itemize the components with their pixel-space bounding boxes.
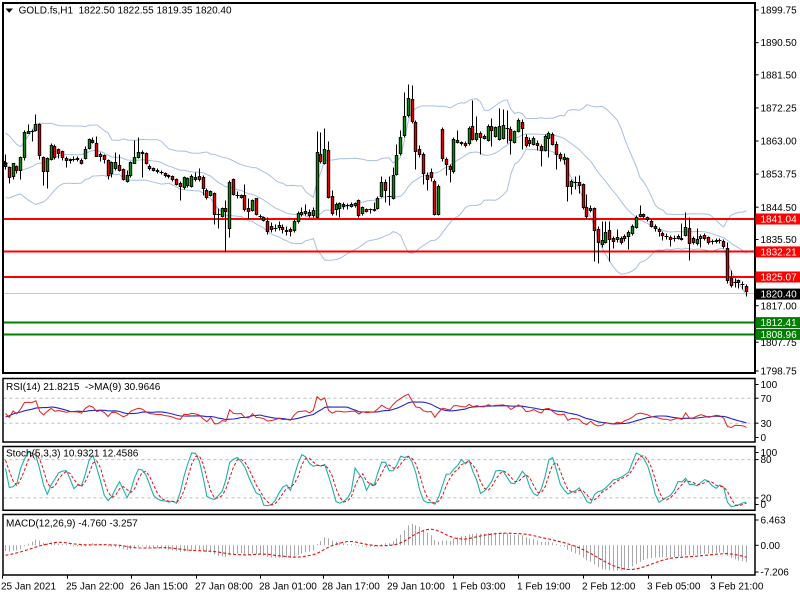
- svg-text:1881.50: 1881.50: [761, 70, 798, 81]
- svg-text:Stoch(5,3,3) 10.9321 12.4586: Stoch(5,3,3) 10.9321 12.4586: [6, 449, 139, 460]
- svg-text:-7.206: -7.206: [761, 568, 790, 579]
- svg-text:1798.75: 1798.75: [761, 367, 798, 378]
- svg-text:1825.07: 1825.07: [761, 273, 798, 284]
- svg-text:RSI(14) 21.8215 ->MA(9) 30.96: RSI(14) 21.8215 ->MA(9) 30.9646: [6, 382, 161, 393]
- svg-text:27 Jan 08:00: 27 Jan 08:00: [195, 582, 253, 593]
- svg-text:0.00: 0.00: [761, 541, 781, 552]
- svg-text:3 Feb 05:00: 3 Feb 05:00: [647, 582, 701, 593]
- svg-text:1890.50: 1890.50: [761, 38, 798, 49]
- svg-text:25 Jan 22:00: 25 Jan 22:00: [66, 582, 124, 593]
- svg-text:80: 80: [761, 455, 773, 466]
- svg-text:1863.00: 1863.00: [761, 137, 798, 148]
- svg-text:1853.75: 1853.75: [761, 170, 798, 181]
- svg-text:29 Jan 10:00: 29 Jan 10:00: [387, 582, 445, 593]
- svg-text:100: 100: [761, 448, 778, 459]
- svg-text:3 Feb 21:00: 3 Feb 21:00: [710, 582, 764, 593]
- svg-text:70: 70: [761, 394, 773, 405]
- svg-text:6.463: 6.463: [761, 516, 786, 527]
- svg-text:25 Jan 2021: 25 Jan 2021: [1, 582, 56, 593]
- svg-text:100: 100: [761, 380, 778, 391]
- svg-text:1808.96: 1808.96: [761, 330, 798, 341]
- svg-text:20: 20: [761, 494, 773, 505]
- svg-text:0: 0: [761, 500, 767, 511]
- svg-text:1807.75: 1807.75: [761, 338, 798, 349]
- svg-text:1832.21: 1832.21: [761, 248, 798, 259]
- svg-text:26 Jan 15:00: 26 Jan 15:00: [130, 582, 188, 593]
- svg-text:GOLD.fs,H1 1822.50 1822.55 18: GOLD.fs,H1 1822.50 1822.55 1819.35 1820.…: [19, 6, 232, 17]
- svg-text:1841.04: 1841.04: [761, 215, 798, 226]
- svg-text:MACD(12,26,9) -4.760 -3.257: MACD(12,26,9) -4.760 -3.257: [6, 519, 138, 530]
- svg-text:1872.25: 1872.25: [761, 104, 798, 115]
- svg-text:1817.00: 1817.00: [761, 301, 798, 312]
- svg-text:1844.50: 1844.50: [761, 203, 798, 214]
- svg-text:30: 30: [761, 419, 773, 430]
- svg-text:2 Feb 12:00: 2 Feb 12:00: [582, 582, 636, 593]
- svg-text:1 Feb 19:00: 1 Feb 19:00: [517, 582, 571, 593]
- svg-text:0: 0: [761, 433, 767, 444]
- svg-text:28 Jan 17:00: 28 Jan 17:00: [322, 582, 380, 593]
- svg-text:1899.75: 1899.75: [761, 6, 798, 17]
- svg-text:1820.40: 1820.40: [761, 290, 798, 301]
- svg-text:1812.41: 1812.41: [761, 318, 798, 329]
- svg-text:1835.50: 1835.50: [761, 235, 798, 246]
- svg-text:1 Feb 03:00: 1 Feb 03:00: [452, 582, 506, 593]
- svg-text:28 Jan 01:00: 28 Jan 01:00: [259, 582, 317, 593]
